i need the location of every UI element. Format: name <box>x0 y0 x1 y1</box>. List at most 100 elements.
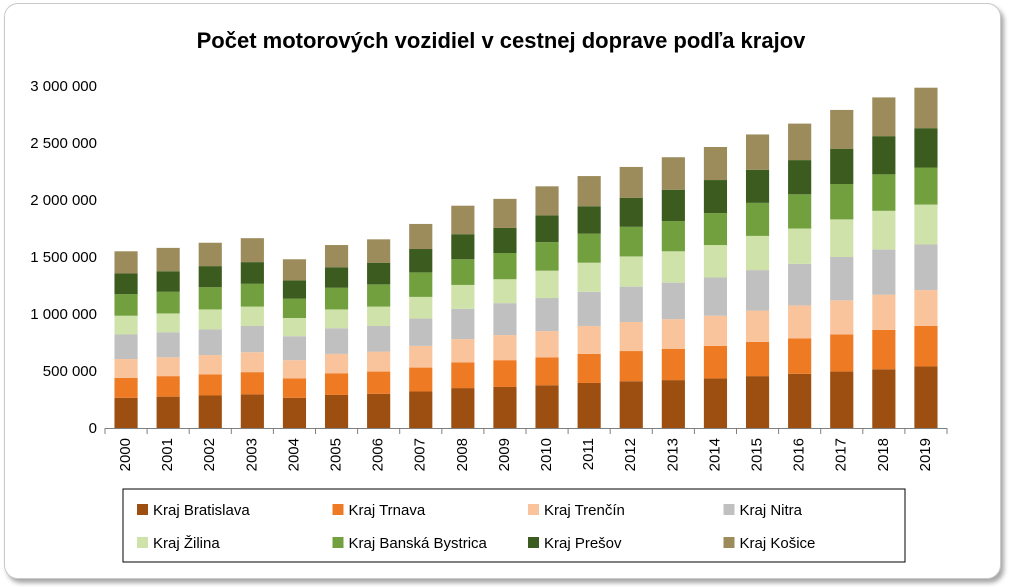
bar-segment <box>830 371 854 428</box>
bar-segment <box>577 262 601 292</box>
bar-segment <box>409 367 433 392</box>
bar-segment <box>914 290 938 326</box>
legend-label: Kraj Košice <box>740 535 816 552</box>
bar-segment <box>577 206 601 234</box>
bar-segment <box>830 184 854 220</box>
bar-segment <box>114 377 138 398</box>
bar-segment <box>240 283 264 307</box>
legend-label: Kraj Nitra <box>740 502 803 519</box>
bar-segment <box>703 315 728 346</box>
bar-segment <box>830 148 854 185</box>
bar-segment <box>198 355 222 375</box>
bar-segment <box>830 257 854 301</box>
chart-card: Počet motorových vozidiel v cestnej dopr… <box>4 3 1001 579</box>
bar-segment <box>703 345 728 379</box>
bar-segment <box>872 136 896 175</box>
bar-segment <box>619 226 643 257</box>
bar-segment <box>745 202 770 236</box>
bar-segment <box>788 123 812 161</box>
bar-segment <box>493 279 517 304</box>
bar-segment <box>240 372 264 395</box>
bar-segment <box>661 282 685 320</box>
bar-segment <box>872 174 896 211</box>
bar-segment <box>282 336 307 361</box>
bar-segment <box>535 242 559 271</box>
bar-segment <box>914 325 938 367</box>
chart-title: Počet motorových vozidiel v cestnej dopr… <box>197 28 807 53</box>
x-tick-label: 2007 <box>412 438 429 471</box>
bar-segment <box>577 233 601 263</box>
x-tick-label: 2010 <box>538 438 555 471</box>
x-tick-label: 2016 <box>791 438 808 471</box>
bar-segment <box>661 221 685 252</box>
bar-segment <box>156 332 180 358</box>
bar-segment <box>198 395 222 428</box>
bar-segment <box>661 380 685 428</box>
bar-segment <box>872 369 896 428</box>
bar-segment <box>114 294 138 316</box>
bar-segment <box>282 317 307 337</box>
bar-segment <box>788 228 812 264</box>
legend-swatch <box>332 537 344 548</box>
bar-segment <box>367 306 391 326</box>
bar-segment <box>577 382 601 428</box>
x-tick-label: 2008 <box>454 438 471 471</box>
bar-segment <box>409 318 433 346</box>
plot-area: 0 500 000 1 000 000 1 500 000 2 000 000 2 500… <box>30 78 948 471</box>
bar-segment <box>156 247 180 272</box>
legend-swatch <box>723 504 735 515</box>
x-tick-label: 2006 <box>370 438 387 471</box>
bar-segment <box>114 315 138 335</box>
bar-segment <box>619 286 643 322</box>
bar-segment <box>156 313 180 333</box>
bar-segment <box>156 376 180 397</box>
x-tick-label: 2003 <box>243 438 260 471</box>
bar-segment <box>745 341 770 377</box>
bar-segment <box>619 351 643 382</box>
bar-segment <box>114 334 138 360</box>
legend-label: Kraj Banská Bystrica <box>349 535 488 552</box>
bar-segment <box>240 325 264 353</box>
bar-segment <box>367 262 391 285</box>
bar-segment <box>745 270 770 311</box>
legend-label: Kraj Prešov <box>544 535 622 552</box>
bar-segment <box>830 109 854 149</box>
x-tick-label: 2015 <box>749 438 766 471</box>
x-tick-label: 2009 <box>496 438 513 471</box>
bar-segment <box>788 160 812 195</box>
bar-segment <box>367 239 391 263</box>
bar-segment <box>914 128 938 168</box>
bar-segment <box>156 291 180 314</box>
bar-segment <box>703 245 728 278</box>
bar-segment <box>745 235 770 271</box>
bar-segment <box>198 374 222 396</box>
bar-segment <box>788 338 812 374</box>
bar-segment <box>703 378 728 428</box>
y-tick-label: 0 <box>89 420 97 437</box>
bar-segment <box>577 325 601 354</box>
bar-segment <box>788 305 812 339</box>
bar-segment <box>703 277 728 316</box>
bar-segment <box>451 234 475 260</box>
bar-segment <box>535 331 559 358</box>
bar-segment <box>703 180 728 214</box>
bar-segment <box>198 309 222 330</box>
x-tick-label: 2019 <box>917 438 934 471</box>
bar-segment <box>198 329 222 356</box>
x-tick-label: 2017 <box>833 438 850 471</box>
bar-segment <box>282 280 307 299</box>
legend-label: Kraj Bratislava <box>153 502 250 519</box>
bar-segment <box>282 378 307 398</box>
bar-segment <box>661 157 685 190</box>
legend: Kraj Bratislava Kraj Trnava Kraj Trenčín Kr… <box>122 488 906 563</box>
bar-segment <box>535 186 559 216</box>
bar-segment <box>914 244 938 291</box>
x-tick-label: 2014 <box>706 438 723 471</box>
bar-segment <box>451 362 475 389</box>
bar-segment <box>114 273 138 295</box>
legend-swatch <box>528 504 539 515</box>
bar-segment <box>114 251 138 274</box>
legend-swatch <box>332 504 344 515</box>
bar-segment <box>240 352 264 373</box>
bar-segment <box>282 360 307 379</box>
